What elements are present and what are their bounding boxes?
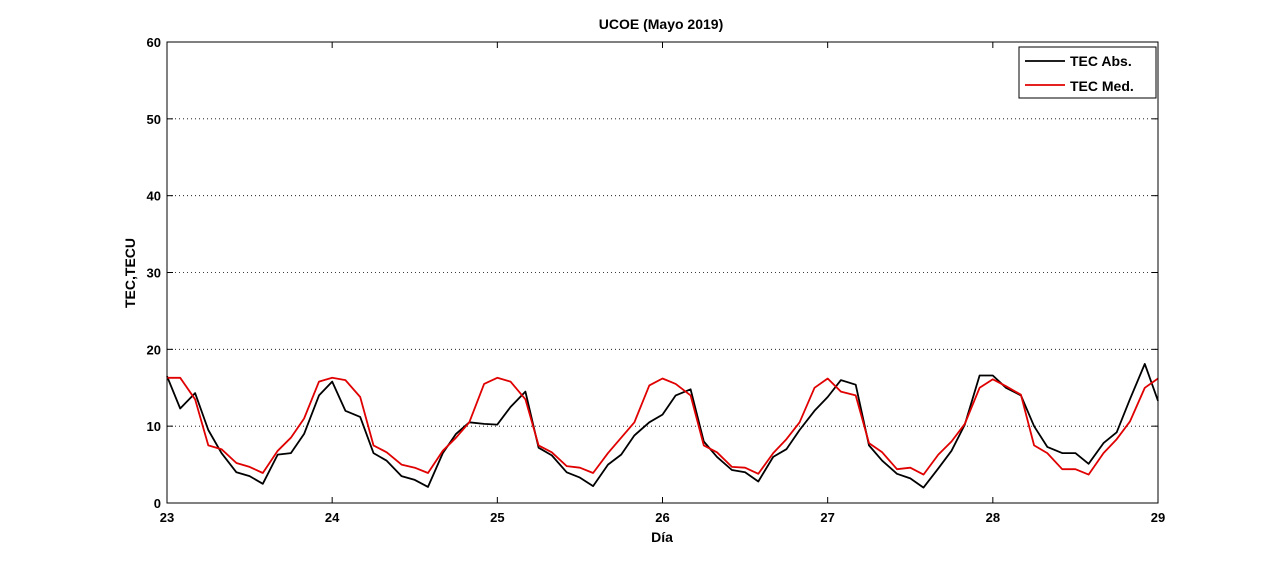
legend: TEC Abs. TEC Med.: [1018, 46, 1157, 99]
legend-box: [1018, 46, 1157, 99]
y-tick-label: 0: [154, 496, 161, 511]
x-tick-label: 24: [325, 510, 340, 525]
series-line-tec-med: [167, 376, 1159, 476]
legend-label-tec-abs: TEC Abs.: [1070, 53, 1132, 69]
y-tick-label: 20: [147, 342, 161, 357]
y-axis: 0 10 20 30 40 50 60: [147, 35, 1158, 511]
y-tick-label: 50: [147, 112, 161, 127]
x-tick-label: 25: [490, 510, 504, 525]
x-tick-label: 28: [986, 510, 1000, 525]
x-tick-label: 23: [160, 510, 174, 525]
gridlines: [167, 118, 1158, 427]
x-tick-label: 26: [655, 510, 669, 525]
y-tick-label: 30: [147, 266, 161, 281]
x-axis-label: Día: [651, 529, 673, 545]
x-axis: 23 24 25 26 27 28 29: [160, 42, 1165, 525]
y-axis-label: TEC,TECU: [122, 238, 138, 308]
chart-title: UCOE (Mayo 2019): [599, 16, 723, 32]
y-tick-label: 40: [147, 189, 161, 204]
y-tick-label: 10: [147, 419, 161, 434]
series-line-tec-abs: [166, 362, 1159, 489]
x-tick-label: 27: [820, 510, 834, 525]
y-tick-label: 60: [147, 35, 161, 50]
legend-label-tec-med: TEC Med.: [1070, 78, 1134, 94]
series-layer: [166, 362, 1159, 489]
x-tick-label: 29: [1151, 510, 1165, 525]
